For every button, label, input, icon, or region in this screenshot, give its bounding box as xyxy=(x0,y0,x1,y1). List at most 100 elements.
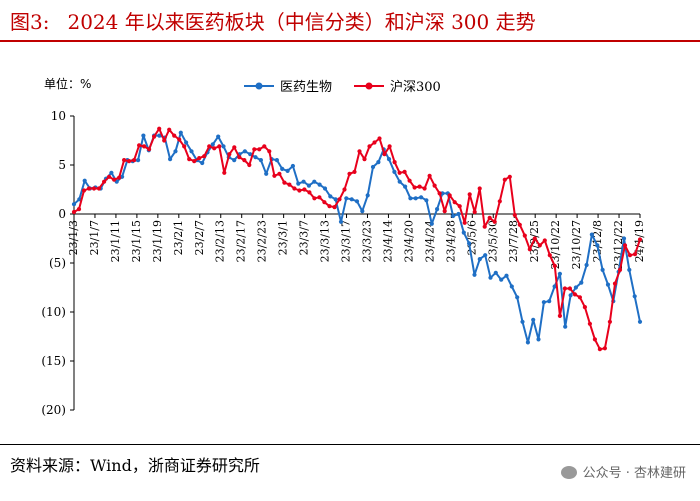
data-point xyxy=(461,230,466,235)
data-point xyxy=(457,204,462,209)
plot-area xyxy=(71,126,643,352)
data-point xyxy=(272,173,277,178)
data-point xyxy=(504,273,509,278)
data-point xyxy=(621,236,627,241)
data-point xyxy=(302,187,307,192)
legend-item-2: 沪深300 xyxy=(354,79,441,95)
data-point xyxy=(332,205,337,210)
data-point xyxy=(342,187,347,192)
data-point xyxy=(217,144,222,149)
data-point xyxy=(173,149,178,154)
legend-item-1: 医药生物 xyxy=(244,80,332,95)
data-point xyxy=(367,144,372,149)
data-point xyxy=(587,321,593,326)
data-point xyxy=(216,134,221,139)
data-point xyxy=(122,158,127,163)
data-point xyxy=(82,178,87,183)
data-point xyxy=(168,157,173,162)
data-point xyxy=(91,186,97,191)
data-point xyxy=(287,182,292,187)
x-tick-label: 23/7/28 xyxy=(507,220,520,262)
data-point xyxy=(117,175,122,180)
data-point xyxy=(248,152,253,157)
series-2 xyxy=(71,126,643,352)
data-point xyxy=(492,219,497,224)
data-point xyxy=(567,286,573,291)
data-point xyxy=(212,146,217,151)
data-point xyxy=(552,263,557,268)
data-point xyxy=(627,253,633,258)
x-tick-label: 23/2/1 xyxy=(172,220,185,255)
data-point xyxy=(242,149,247,154)
legend-marker xyxy=(255,82,263,90)
data-point xyxy=(152,134,157,139)
x-tick-label: 23/3/1 xyxy=(277,220,290,255)
data-point xyxy=(184,140,189,145)
x-tick-label: 23/4/28 xyxy=(444,220,457,262)
data-point xyxy=(306,183,311,188)
data-point xyxy=(563,324,568,329)
data-point xyxy=(525,340,531,345)
data-point xyxy=(86,186,92,191)
data-point xyxy=(552,284,557,289)
data-point xyxy=(317,182,322,187)
data-point xyxy=(301,179,306,184)
data-point xyxy=(417,184,422,189)
unit-label: 单位：% xyxy=(44,76,91,91)
data-point xyxy=(349,197,354,202)
data-point xyxy=(467,192,472,197)
data-point xyxy=(221,144,226,149)
data-point xyxy=(502,177,507,182)
data-point xyxy=(277,171,282,176)
data-point xyxy=(605,282,611,287)
data-point xyxy=(274,158,279,163)
data-point xyxy=(96,186,102,191)
figure-label: 图3: xyxy=(10,10,50,34)
data-point xyxy=(252,147,257,152)
data-point xyxy=(81,188,87,193)
data-point xyxy=(637,237,643,242)
x-tick-label: 23/10/27 xyxy=(570,220,583,269)
data-point xyxy=(333,197,338,202)
data-point xyxy=(392,160,397,165)
x-tick-label: 23/3/7 xyxy=(298,220,311,255)
data-point xyxy=(227,152,232,157)
data-point xyxy=(365,193,370,198)
x-tick-label: 23/2/13 xyxy=(214,220,227,262)
data-point xyxy=(568,293,573,298)
x-tick-label: 23/1/15 xyxy=(130,220,143,262)
data-point xyxy=(360,209,365,214)
data-point xyxy=(397,170,402,175)
data-point xyxy=(607,319,613,324)
data-point xyxy=(290,163,295,169)
data-point xyxy=(357,149,362,154)
data-point xyxy=(557,271,563,276)
data-point xyxy=(372,140,377,145)
data-point xyxy=(172,133,177,138)
x-tick-label: 23/4/14 xyxy=(381,220,394,262)
data-point xyxy=(344,196,349,201)
data-point xyxy=(487,215,492,220)
data-point xyxy=(237,155,242,160)
data-point xyxy=(472,209,477,215)
data-point xyxy=(512,212,517,218)
data-point xyxy=(297,188,302,193)
data-point xyxy=(403,184,408,189)
data-point xyxy=(127,159,132,164)
data-point xyxy=(382,152,387,157)
data-point xyxy=(136,158,141,163)
data-point xyxy=(387,144,392,149)
data-point xyxy=(142,144,147,149)
data-point xyxy=(386,157,392,162)
data-point xyxy=(312,196,317,201)
data-point xyxy=(402,169,407,174)
data-point xyxy=(207,144,212,149)
data-point xyxy=(178,130,183,135)
x-tick-label: 23/5/6 xyxy=(465,220,478,255)
data-point xyxy=(509,284,514,289)
data-point xyxy=(377,136,382,141)
data-point xyxy=(447,193,452,198)
axes: 10 5 0 (5) (10) (15) (20) 23/1/3 23/1/7 23/1/11 23… xyxy=(41,109,646,417)
data-point xyxy=(71,202,77,207)
data-point xyxy=(537,243,542,248)
